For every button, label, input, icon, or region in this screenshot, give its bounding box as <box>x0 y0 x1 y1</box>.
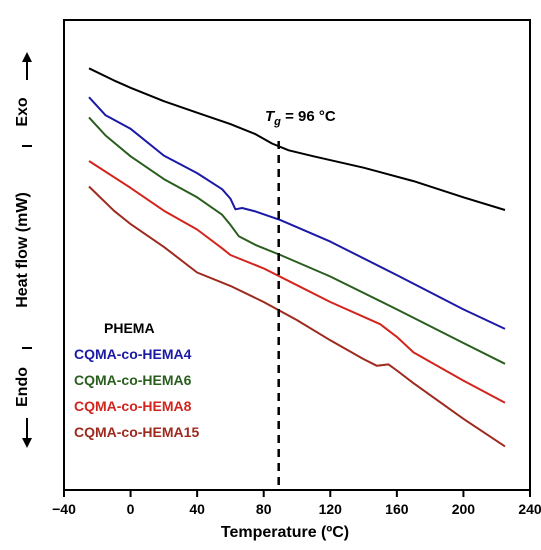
x-tick-label: 40 <box>189 501 205 517</box>
series-line-cqma-co-hema8 <box>88 160 506 404</box>
x-tick-label: 0 <box>127 501 135 517</box>
series-line-phema <box>88 67 506 211</box>
legend-entry: CQMA-co-HEMA8 <box>74 398 192 414</box>
series-line-cqma-co-hema15 <box>88 185 506 448</box>
tg-subscript: g <box>273 116 281 128</box>
series-layer <box>88 67 506 448</box>
plot-frame <box>63 19 531 491</box>
exo-arrow-icon <box>22 52 32 80</box>
exo-label: Exo <box>14 97 31 127</box>
x-tick-label: 200 <box>452 501 476 517</box>
series-line-cqma-co-hema4 <box>88 96 506 330</box>
x-axis-title: Temperature (ºC) <box>221 524 349 541</box>
legend-entry: CQMA-co-HEMA6 <box>74 372 192 388</box>
legend-entry: CQMA-co-HEMA15 <box>74 424 199 440</box>
x-tick-label: 160 <box>385 501 409 517</box>
legend: PHEMA CQMA-co-HEMA4 CQMA-co-HEMA6 CQMA-co-H… <box>74 320 199 440</box>
plot-border <box>63 19 531 491</box>
tg-value: = 96 °C <box>281 108 336 125</box>
x-tick-label: 120 <box>319 501 343 517</box>
x-tick-label: −40 <box>52 501 76 517</box>
endo-arrow-icon <box>22 418 32 448</box>
legend-entry: PHEMA <box>104 320 155 336</box>
x-axis-ticks: −40 0 40 80 120 160 200 240 <box>52 490 541 517</box>
endo-label: Endo <box>14 367 31 407</box>
x-tick-label: 80 <box>256 501 272 517</box>
tg-symbol: T <box>265 108 276 125</box>
y-axis-title: Heat flow (mW) <box>14 192 31 308</box>
legend-entry: CQMA-co-HEMA4 <box>74 346 192 362</box>
series-line-cqma-co-hema6 <box>88 116 506 365</box>
tg-annotation: Tg = 96 °C <box>265 108 336 128</box>
x-tick-label: 240 <box>518 501 541 517</box>
